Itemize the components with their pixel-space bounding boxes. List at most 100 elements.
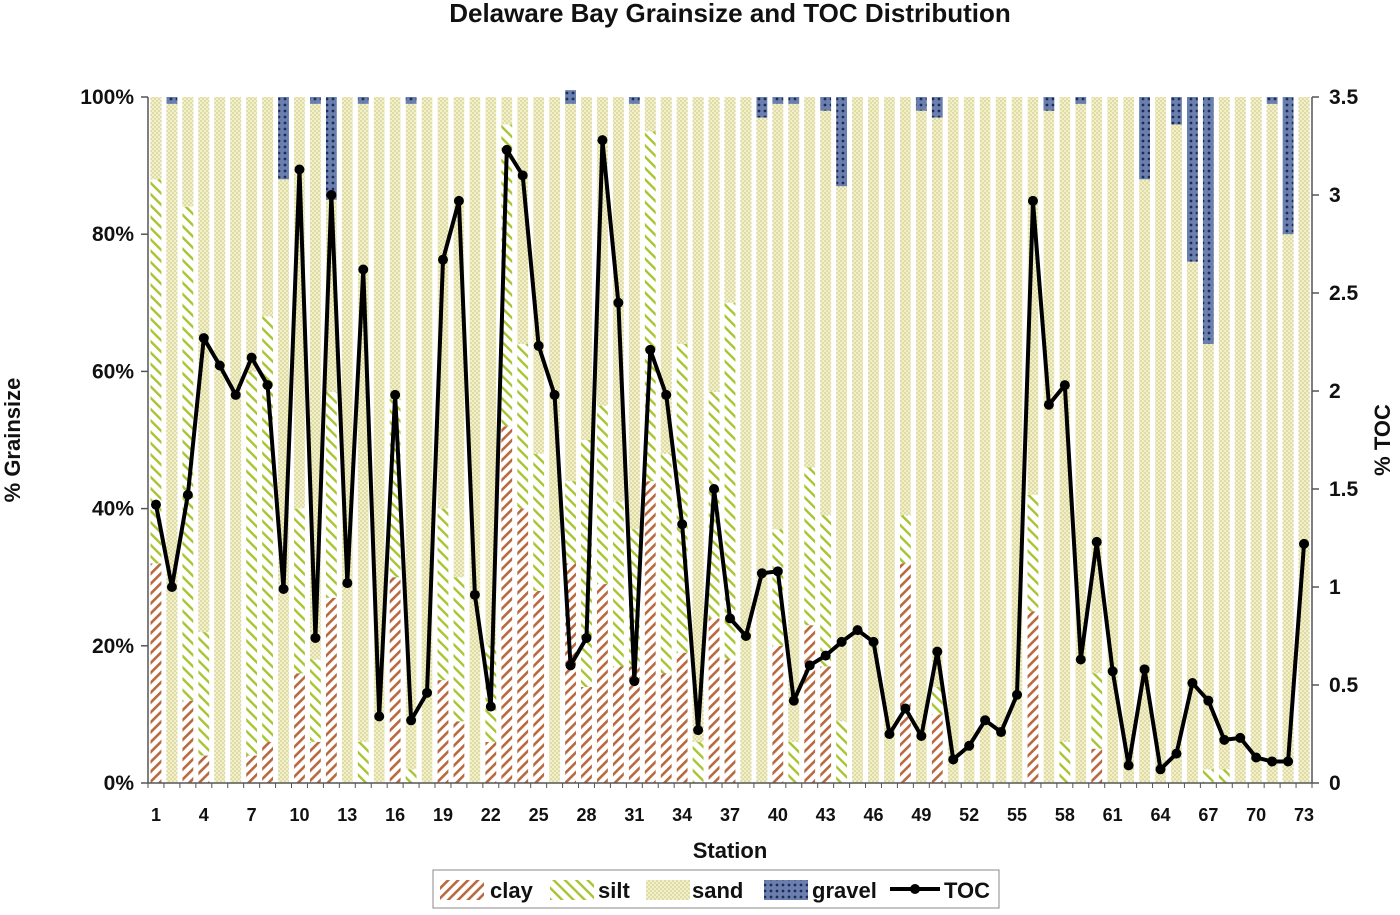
bar-silt-station-10	[294, 508, 305, 674]
bar-gravel-station-67	[1202, 97, 1214, 344]
bar-sand-station-14	[357, 103, 369, 742]
x-tick-label: 22	[481, 805, 501, 825]
bar-sand-station-6	[230, 97, 242, 783]
bar-gravel-station-9	[278, 97, 289, 180]
x-tick-label: 67	[1198, 805, 1218, 825]
toc-point-station-30	[613, 297, 624, 308]
toc-point-station-11	[310, 632, 321, 643]
toc-point-station-41	[788, 695, 799, 706]
bar-sand-station-16	[389, 97, 401, 399]
legend-swatch-gravel	[764, 880, 808, 900]
x-tick-label: 40	[768, 805, 788, 825]
y2-tick-label: 0.5	[1329, 674, 1359, 697]
toc-point-station-5	[214, 360, 225, 371]
x-tick-label: 28	[576, 805, 596, 825]
bar-clay-station-32	[644, 481, 656, 783]
legend-swatch-clay	[440, 880, 484, 900]
bar-gravel-station-11	[310, 97, 321, 104]
legend-label-sand: sand	[692, 878, 743, 903]
bar-sand-station-39	[756, 117, 768, 783]
toc-point-station-26	[549, 389, 560, 400]
bar-sand-station-71	[1266, 103, 1278, 784]
toc-point-station-35	[693, 725, 704, 736]
toc-point-station-72	[1283, 756, 1294, 767]
x-tick-label: 70	[1246, 805, 1266, 825]
toc-point-station-13	[342, 578, 353, 589]
x-tick-label: 52	[959, 805, 979, 825]
y2-tick-label: 2.5	[1329, 282, 1359, 305]
toc-point-station-6	[230, 389, 241, 400]
toc-point-station-9	[278, 583, 289, 594]
bar-clay-station-43	[820, 666, 832, 783]
x-tick-label: 73	[1294, 805, 1314, 825]
bar-silt-station-37	[724, 302, 736, 660]
bar-clay-station-36	[708, 618, 720, 783]
bar-silt-station-42	[804, 467, 816, 626]
bar-sand-station-50	[931, 117, 943, 687]
bar-silt-station-16	[389, 398, 401, 578]
bar-silt-station-12	[325, 391, 337, 598]
y2-tick-label: 1	[1329, 576, 1341, 599]
toc-point-station-34	[677, 519, 688, 530]
bar-clay-station-3	[182, 700, 194, 783]
bar-clay-station-37	[724, 659, 736, 783]
toc-point-station-63	[1139, 664, 1150, 675]
y-tick-label: 0%	[104, 772, 135, 795]
bar-clay-station-11	[310, 741, 321, 783]
toc-point-station-64	[1155, 764, 1166, 775]
toc-point-station-38	[740, 631, 751, 641]
bar-silt-station-41	[788, 741, 800, 783]
bar-silt-station-68	[1218, 769, 1230, 783]
toc-point-station-59	[1075, 654, 1086, 665]
bar-sand-station-21	[469, 97, 481, 783]
bar-sand-station-27	[565, 103, 576, 482]
toc-point-station-7	[246, 352, 257, 363]
bar-silt-station-30	[612, 501, 624, 667]
toc-point-station-37	[725, 613, 735, 624]
bar-silt-station-35	[692, 741, 704, 783]
bar-silt-station-17	[405, 769, 417, 783]
toc-point-station-50	[932, 646, 943, 657]
bar-clay-station-4	[198, 755, 210, 783]
bar-clay-station-56	[1027, 611, 1039, 783]
bar-silt-station-29	[597, 405, 608, 585]
toc-point-station-22	[485, 701, 496, 712]
bar-silt-station-43	[820, 515, 832, 667]
bar-clay-station-28	[581, 686, 592, 783]
bar-sand-station-64	[1155, 97, 1166, 783]
x-tick-label: 13	[337, 805, 357, 825]
bar-clay-station-12	[325, 597, 337, 783]
bar-sand-station-2	[166, 103, 178, 784]
bar-gravel-station-27	[565, 90, 576, 104]
x-tick-label: 34	[672, 805, 692, 825]
toc-point-station-46	[868, 636, 879, 647]
toc-point-station-40	[772, 566, 783, 577]
bar-gravel-station-50	[931, 97, 943, 118]
toc-point-station-24	[517, 170, 528, 181]
bar-sand-station-11	[310, 103, 321, 660]
bar-sand-station-31	[628, 103, 640, 530]
toc-point-station-14	[358, 264, 369, 275]
toc-point-station-73	[1299, 538, 1310, 549]
toc-point-station-29	[597, 135, 608, 146]
bar-silt-station-28	[581, 440, 592, 687]
y-tick-label: 80%	[92, 223, 134, 246]
toc-point-station-21	[469, 589, 480, 600]
toc-point-station-67	[1203, 695, 1214, 706]
y2-tick-label: 2	[1329, 380, 1341, 403]
bar-sand-station-42	[804, 97, 816, 468]
x-tick-label: 43	[816, 805, 836, 825]
bar-sand-station-5	[214, 97, 226, 783]
bar-sand-station-22	[485, 97, 497, 646]
bar-clay-station-8	[262, 741, 274, 783]
bar-gravel-station-49	[915, 97, 927, 111]
toc-point-station-51	[948, 754, 959, 765]
toc-point-station-19	[437, 254, 448, 265]
bar-sand-station-3	[182, 97, 194, 207]
bar-clay-station-30	[612, 666, 624, 783]
y2-tick-label: 0	[1329, 772, 1341, 795]
x-tick-label: 64	[1151, 805, 1171, 825]
y-tick-label: 100%	[80, 86, 134, 109]
axes-layer: 0% 20% 40% 60% 80% 100% 0 0.5 1 1.5 2 2.5 3 3.5 1 4 7 10 1…	[80, 86, 1358, 825]
